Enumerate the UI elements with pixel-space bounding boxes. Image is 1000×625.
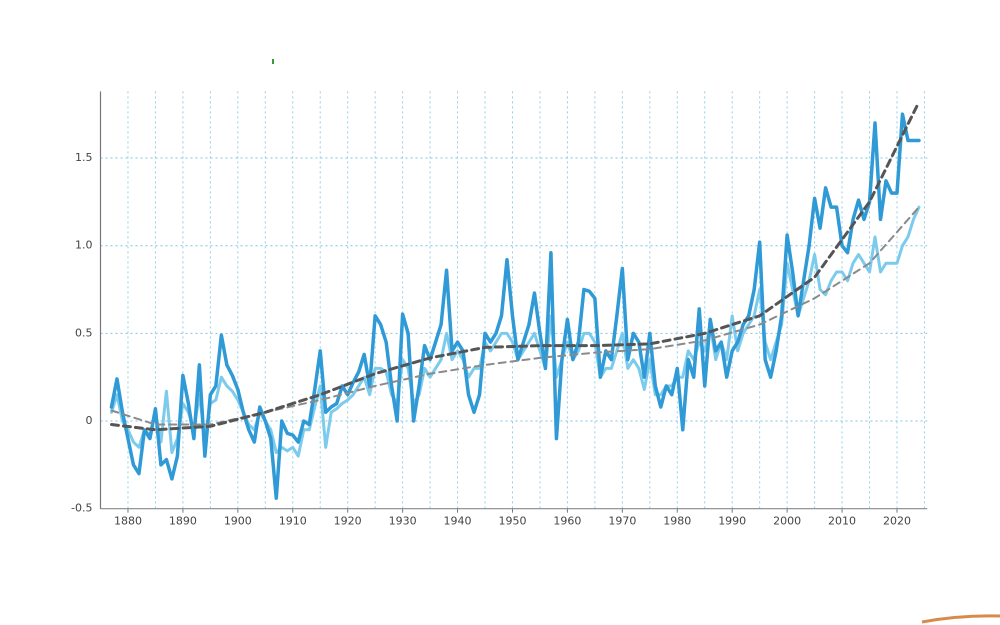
- x-tick-label: 1970: [608, 515, 636, 528]
- y-tick-label: 1.5: [75, 151, 93, 164]
- x-tick-label: 1880: [114, 515, 142, 528]
- y-tick-label: 0: [86, 414, 93, 427]
- x-tick-label: 1960: [553, 515, 581, 528]
- x-tick-label: 2010: [828, 515, 856, 528]
- x-tick-label: 2020: [883, 515, 911, 528]
- x-tick-label: 1940: [444, 515, 472, 528]
- x-tick-label: 1980: [663, 515, 691, 528]
- x-tick-label: 1990: [718, 515, 746, 528]
- x-tick-label: 1890: [169, 515, 197, 528]
- x-tick-label: 1910: [279, 515, 307, 528]
- y-tick-label: 1.0: [75, 239, 93, 252]
- x-tick-label: 1950: [498, 515, 526, 528]
- x-tick-label: 1930: [389, 515, 417, 528]
- y-tick-label: -0.5: [71, 502, 92, 515]
- decor-mark: [272, 59, 274, 64]
- x-tick-label: 2000: [773, 515, 801, 528]
- trend-line: [110, 206, 920, 426]
- decor-stroke: [921, 614, 1000, 624]
- series-line: [109, 112, 921, 500]
- y-tick-label: 0.5: [75, 326, 93, 339]
- x-tick-label: 1920: [334, 515, 362, 528]
- x-tick-label: 1900: [224, 515, 252, 528]
- trend-line: [109, 100, 921, 432]
